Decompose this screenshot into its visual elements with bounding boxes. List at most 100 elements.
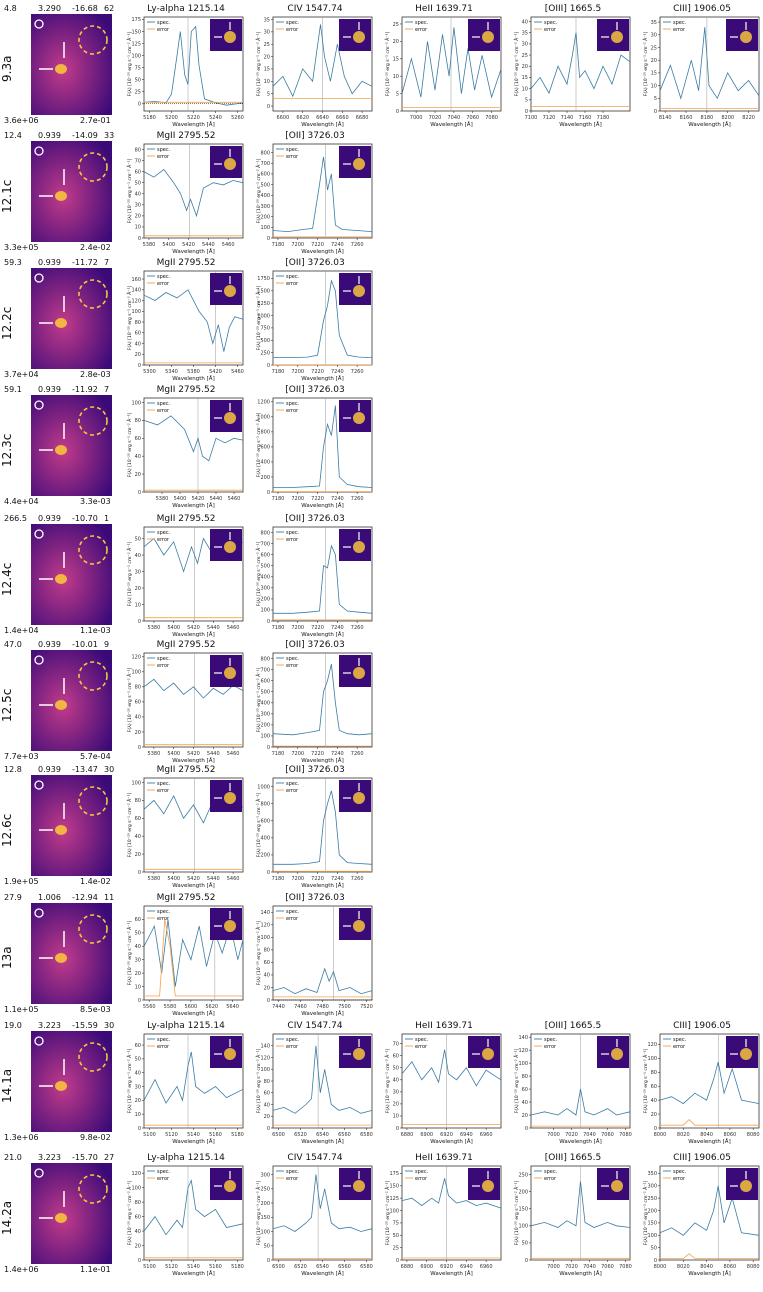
y-axis-label: F(λ) [10⁻²⁰ erg s⁻¹ cm⁻² Å⁻¹] — [255, 1048, 262, 1113]
y-tick-label: 80 — [522, 1074, 528, 1080]
inset-source-blob — [224, 285, 236, 297]
y-tick-label: 600 — [260, 172, 270, 178]
panel-title: CIV 1547.74 — [287, 4, 343, 14]
spectrum-line — [143, 1051, 244, 1104]
x-tick-label: 6600 — [277, 115, 290, 121]
legend: spec.error — [147, 781, 171, 794]
spectrum-panel: 0 20 40 60 80 100 120 140 6500 6520 6540 6560 6580 Wa… — [255, 1033, 373, 1145]
legend: spec.error — [147, 401, 171, 414]
x-tick-label: 6640 — [316, 115, 329, 121]
x-tick-label: 6560 — [338, 1264, 351, 1270]
spectrum-line — [272, 1045, 373, 1114]
y-tick-label: 200 — [647, 1208, 657, 1214]
stamp-top-ra: -16.68 — [72, 4, 98, 13]
x-tick-label: 5400 — [174, 496, 187, 502]
x-axis-label: Wavelength [Å] — [301, 502, 343, 509]
stamp-bottom-left: 1.3e+06 — [4, 1133, 39, 1142]
x-axis-label: Wavelength [Å] — [430, 1138, 472, 1145]
x-tick-label: 5440 — [207, 751, 220, 757]
y-tick-label: 5 — [267, 91, 270, 97]
x-tick-label: 5180 — [143, 115, 156, 121]
y-tick-label: 10 — [393, 74, 399, 80]
stamp-top-ra: -10.01 — [72, 640, 98, 649]
row-12.3c: 12.3c 59.1 0.939 -11.92 7 4.4e+04 3.3e-03 — [0, 385, 763, 511]
y-tick-label: 0 — [138, 363, 141, 369]
row-label: 12.3c — [0, 433, 14, 467]
spectrum-line — [272, 156, 373, 233]
y-tick-label: 0 — [396, 109, 399, 115]
y-tick-label: 20 — [135, 1098, 141, 1104]
x-tick-label: 5160 — [209, 1264, 222, 1270]
cutout-background — [31, 141, 112, 242]
x-tick-label: 7240 — [331, 625, 344, 631]
y-tick-label: 100 — [131, 309, 141, 315]
legend-label-spec: spec. — [544, 20, 558, 26]
y-tick-label: 250 — [260, 1187, 270, 1193]
y-axis-label: F(λ) [10⁻²⁰ erg s⁻¹ cm⁻² Å⁻¹] — [255, 285, 262, 350]
stamp-top-z: 1.006 — [38, 893, 61, 902]
y-tick-label: 0 — [525, 1126, 528, 1132]
y-tick-label: 60 — [135, 917, 141, 923]
background-circle — [78, 661, 108, 691]
y-tick-label: 50 — [135, 77, 141, 83]
y-tick-label: 60 — [135, 1043, 141, 1049]
legend-label-spec: spec. — [157, 1037, 171, 1043]
stamp-top-z: 3.290 — [38, 4, 61, 13]
x-tick-label: 5460 — [222, 242, 235, 248]
y-tick-label: 15 — [522, 75, 528, 81]
y-axis-label: F(λ) [10⁻²⁰ erg s⁻¹ cm⁻² Å⁻¹] — [642, 31, 649, 96]
legend-label-spec: spec. — [673, 20, 687, 26]
spectrum-line — [273, 405, 373, 488]
x-axis-label: Wavelength [Å] — [301, 248, 343, 255]
x-tick-label: 7040 — [583, 1132, 596, 1138]
cutout-background — [31, 775, 112, 876]
x-tick-label: 6900 — [420, 1132, 433, 1138]
y-tick-label: 100 — [260, 734, 270, 740]
stamp-bottom-left: 1.4e+06 — [4, 1265, 39, 1274]
panel-title: [OII] 3726.03 — [285, 640, 345, 650]
stamp-bottom-right: 5.7e-04 — [80, 752, 111, 761]
panel-title: CIII] 1906.05 — [673, 1153, 731, 1163]
stamp-top-r: 30 — [104, 765, 115, 774]
inset-source-blob — [482, 1048, 494, 1060]
y-tick-label: 0 — [396, 1258, 399, 1264]
source-blob — [55, 700, 67, 710]
stamp-top-left: 59.3 — [4, 258, 22, 267]
y-tick-label: 20 — [135, 586, 141, 592]
y-tick-label: 80 — [135, 320, 141, 326]
y-tick-label: 175 — [131, 17, 141, 23]
legend: spec.error — [663, 1169, 687, 1182]
inset-source-blob — [353, 412, 365, 424]
x-tick-label: 5460 — [227, 876, 240, 882]
stamp-bottom-left: 3.7e+04 — [4, 370, 39, 379]
x-tick-label: 5400 — [167, 751, 180, 757]
x-tick-label: 8000 — [654, 1132, 667, 1138]
spectrum-panel: 0 20 40 60 80 100 120 5380 5400 5420 5440 5460 Wavel… — [126, 652, 244, 764]
y-tick-label: 20 — [135, 730, 141, 736]
y-tick-label: 300 — [260, 586, 270, 592]
legend: spec.error — [276, 401, 300, 414]
aperture-circle — [34, 908, 44, 918]
spectrum-panel: 0 50 100 150 200 250 300 350 8000 8020 8040 8060 808… — [642, 1165, 760, 1277]
panel-title: [OII] 3726.03 — [285, 385, 345, 395]
y-tick-label: 50 — [651, 1245, 657, 1251]
x-tick-label: 7060 — [601, 1132, 614, 1138]
x-tick-label: 8040 — [700, 1264, 713, 1270]
legend: spec.error — [405, 1037, 429, 1050]
legend: spec.error — [147, 1169, 171, 1182]
stamp-top-left: 59.1 — [4, 385, 22, 394]
x-tick-label: 7240 — [331, 876, 344, 882]
y-tick-label: 50 — [135, 181, 141, 187]
y-tick-label: 40 — [135, 715, 141, 721]
x-tick-label: 7260 — [351, 751, 364, 757]
y-tick-label: 100 — [518, 1061, 528, 1067]
spectrum-panel: 0 5 10 15 20 25 30 35 40 7100 7120 7140 7160 7180Wave… — [513, 16, 631, 128]
panel-title: Ly-alpha 1215.14 — [147, 1153, 225, 1163]
y-tick-label: 125 — [131, 41, 141, 47]
x-tick-label: 5420 — [187, 751, 200, 757]
x-tick-label: 8060 — [724, 1264, 737, 1270]
legend-label-spec: spec. — [157, 401, 171, 407]
source-blob — [55, 825, 67, 835]
x-tick-label: 5380 — [187, 369, 200, 375]
x-axis-label: Wavelength [Å] — [172, 1270, 214, 1277]
